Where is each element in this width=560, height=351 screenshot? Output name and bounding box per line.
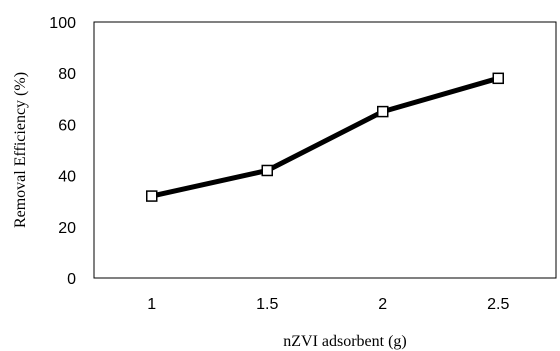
- data-point-marker: [492, 72, 504, 85]
- data-point-marker: [377, 105, 389, 118]
- y-tick-label: 40: [58, 169, 76, 186]
- x-tick-label: 2.5: [487, 296, 509, 313]
- series-line: [149, 75, 501, 199]
- x-axis-ticks: 1 1.5 2 2.5: [147, 296, 509, 313]
- plot-area: [93, 21, 557, 279]
- y-axis-ticks: 0 20 40 60 80 100: [49, 15, 76, 288]
- data-point-marker: [261, 164, 273, 177]
- x-tick-label: 1.5: [256, 296, 278, 313]
- y-tick-label: 100: [49, 15, 76, 32]
- y-tick-label: 80: [58, 66, 76, 83]
- y-axis-title: Removal Efficiency (%): [12, 72, 29, 228]
- series-layer: [146, 72, 504, 202]
- y-tick-label: 20: [58, 220, 76, 237]
- data-point-marker: [146, 190, 158, 202]
- x-tick-label: 2: [378, 296, 387, 313]
- y-tick-label: 0: [67, 271, 76, 288]
- x-tick-label: 1: [147, 296, 156, 313]
- x-axis-title: nZVI adsorbent (g): [283, 333, 407, 350]
- y-tick-label: 60: [58, 117, 76, 134]
